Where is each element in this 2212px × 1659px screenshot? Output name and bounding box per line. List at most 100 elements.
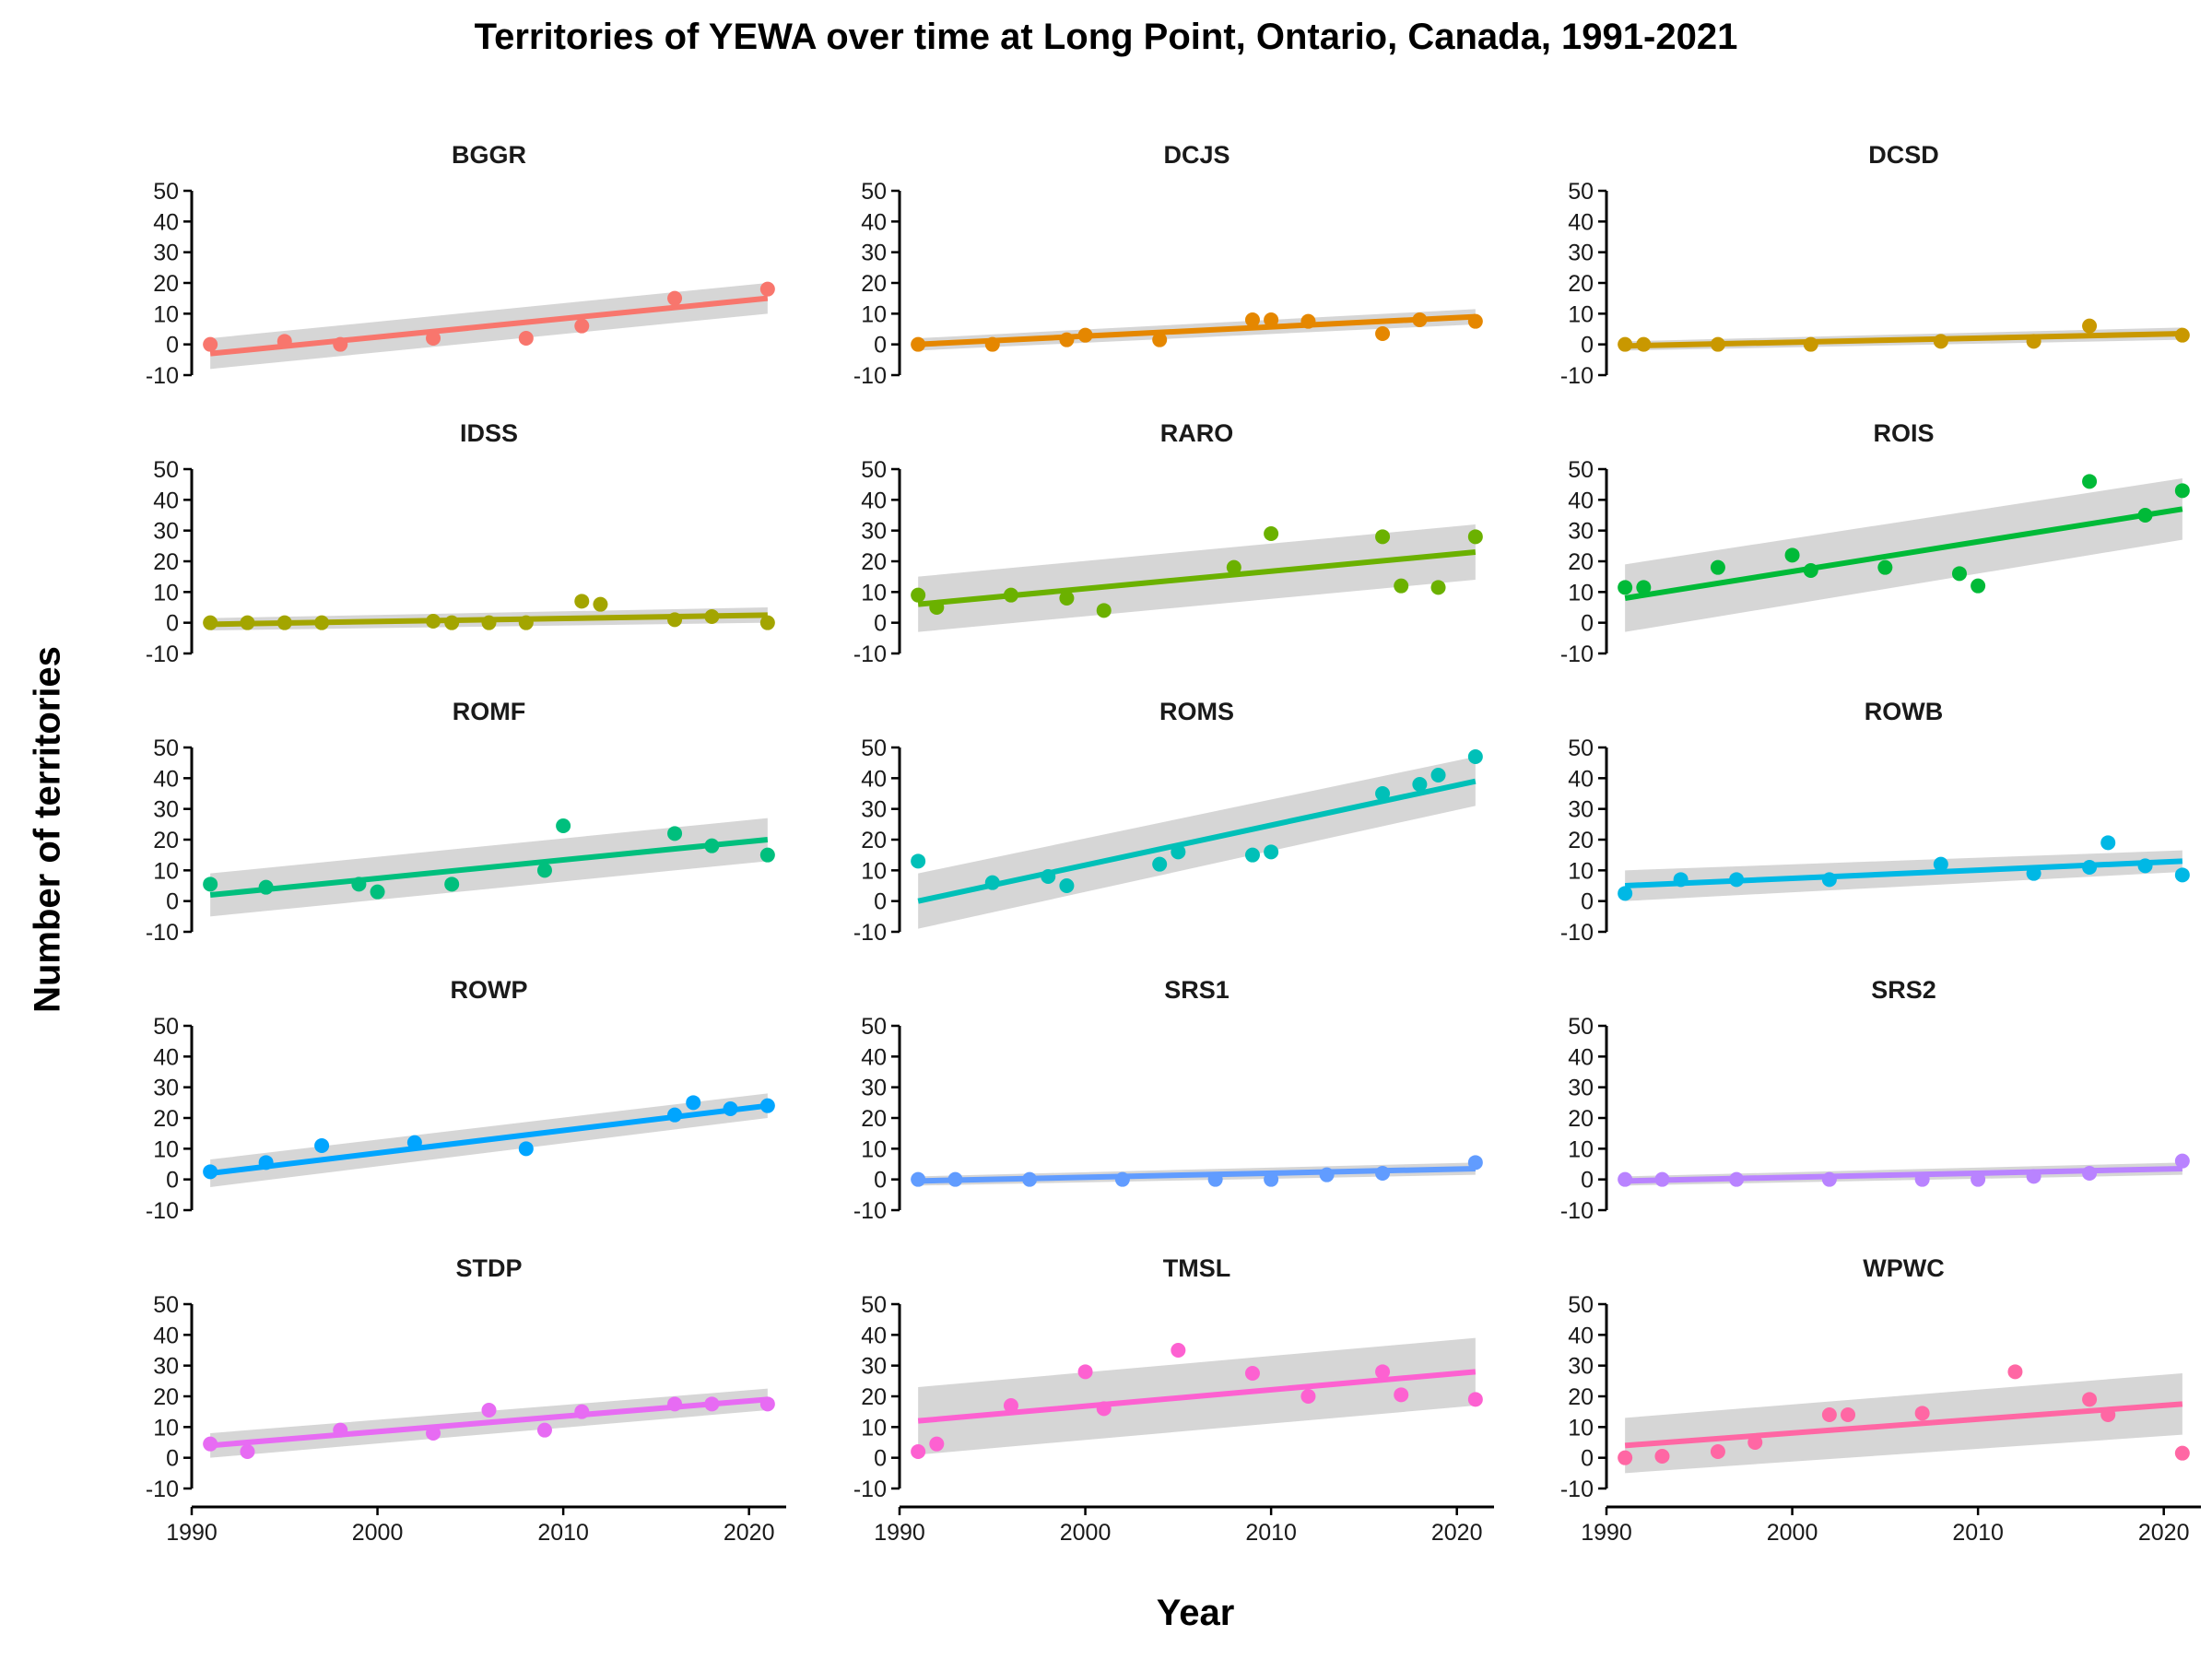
data-point-rowb xyxy=(1933,856,1948,872)
x-tick-label: 1990 xyxy=(1581,1520,1632,1546)
data-point-srs2 xyxy=(1618,1171,1633,1187)
data-point-stdp xyxy=(759,1396,775,1412)
y-tick-label: 0 xyxy=(166,1446,179,1472)
y-tick-label: 10 xyxy=(861,580,887,606)
data-point-srs1 xyxy=(947,1171,963,1187)
y-tick-label: 20 xyxy=(1568,271,1594,297)
x-tick-label: 2000 xyxy=(1060,1520,1112,1546)
y-tick-label: 50 xyxy=(153,735,179,761)
facet-title-idss: IDSS xyxy=(460,419,518,447)
trend-line-wpwc xyxy=(1624,1401,2183,1449)
y-tick-label: 50 xyxy=(1568,1292,1594,1318)
y-tick-label: 10 xyxy=(153,858,179,884)
y-tick-label: 40 xyxy=(1568,1323,1594,1348)
y-tick-label: 40 xyxy=(861,488,887,513)
facet-idss: IDSS -10 0 10 20 30 40 50 xyxy=(146,419,775,667)
data-point-idss xyxy=(276,615,292,630)
y-tick-label: 30 xyxy=(1568,519,1594,545)
data-point-wpwc xyxy=(1710,1444,1725,1459)
y-tick-label: 20 xyxy=(861,549,887,575)
facet-title-srs2: SRS2 xyxy=(1871,976,1936,1004)
x-tick-label: 2010 xyxy=(1245,1520,1297,1546)
facet-rowp: ROWP -10 0 10 20 30 40 50 xyxy=(146,976,775,1224)
data-point-stdp xyxy=(536,1422,552,1438)
data-point-roms xyxy=(1059,878,1075,893)
data-point-srs2 xyxy=(1729,1171,1745,1187)
y-tick-label: 20 xyxy=(153,271,179,297)
data-point-stdp xyxy=(481,1403,497,1418)
y-tick-label: 0 xyxy=(1581,889,1594,915)
data-point-idss xyxy=(593,596,608,612)
data-point-tmsl xyxy=(1394,1387,1409,1403)
y-tick-label: 40 xyxy=(1568,766,1594,792)
data-point-idss xyxy=(240,615,255,630)
data-point-rowp xyxy=(686,1095,701,1111)
y-tick-label: -10 xyxy=(853,1198,887,1224)
y-tick-label: 10 xyxy=(1568,858,1594,884)
facet-raro: RARO -10 0 10 20 30 40 50 xyxy=(853,419,1483,667)
data-point-raro xyxy=(1226,559,1241,575)
y-tick-label: 0 xyxy=(1581,611,1594,637)
data-point-romf xyxy=(351,877,367,892)
data-point-roms xyxy=(984,875,1000,890)
data-point-srs2 xyxy=(1654,1171,1670,1187)
y-tick-label: 30 xyxy=(153,1354,179,1380)
data-point-tmsl xyxy=(929,1436,945,1452)
y-tick-label: -10 xyxy=(146,641,179,667)
data-point-idss xyxy=(314,615,330,630)
data-point-rowb xyxy=(2137,858,2153,874)
data-point-raro xyxy=(1375,529,1391,545)
y-tick-label: 40 xyxy=(1568,1044,1594,1070)
x-tick-label: 2020 xyxy=(724,1520,775,1546)
data-point-bggr xyxy=(333,336,348,352)
data-point-idss xyxy=(426,614,441,629)
data-point-bggr xyxy=(759,281,775,297)
x-tick-label: 2010 xyxy=(537,1520,589,1546)
y-tick-label: 10 xyxy=(1568,580,1594,606)
y-tick-label: 40 xyxy=(861,1323,887,1348)
y-tick-label: 10 xyxy=(153,301,179,327)
facet-title-raro: RARO xyxy=(1160,419,1234,447)
data-point-idss xyxy=(759,615,775,630)
data-point-tmsl xyxy=(1244,1366,1260,1381)
data-point-wpwc xyxy=(1914,1406,1930,1421)
data-point-bggr xyxy=(203,336,218,352)
y-tick-label: 50 xyxy=(1568,1014,1594,1040)
data-point-dcjs xyxy=(1059,332,1075,347)
data-point-rowb xyxy=(2082,860,2098,875)
y-tick-label: -10 xyxy=(853,363,887,389)
y-tick-label: 40 xyxy=(153,209,179,235)
y-tick-label: -10 xyxy=(146,1198,179,1224)
facet-title-romf: ROMF xyxy=(453,698,525,725)
y-tick-label: -10 xyxy=(1560,920,1594,946)
data-point-dcsd xyxy=(1803,336,1818,352)
data-point-dcjs xyxy=(1264,312,1279,327)
data-point-raro xyxy=(1059,591,1075,606)
data-point-stdp xyxy=(240,1444,255,1459)
data-point-romf xyxy=(444,877,460,892)
data-point-roms xyxy=(1375,786,1391,801)
y-tick-label: 40 xyxy=(153,488,179,513)
data-point-roms xyxy=(1171,844,1186,860)
data-point-tmsl xyxy=(1375,1364,1391,1380)
chart-title: Territories of YEWA over time at Long Po… xyxy=(474,17,1738,57)
data-point-tmsl xyxy=(911,1444,926,1459)
data-point-rowp xyxy=(258,1155,274,1171)
data-point-raro xyxy=(1394,578,1409,594)
y-tick-label: 40 xyxy=(153,1044,179,1070)
facet-srs1: SRS1 -10 0 10 20 30 40 50 xyxy=(853,976,1483,1224)
data-point-srs2 xyxy=(2026,1169,2041,1184)
x-tick-label: 2010 xyxy=(1952,1520,2004,1546)
y-tick-label: 20 xyxy=(1568,1384,1594,1410)
data-point-tmsl xyxy=(1171,1343,1186,1358)
facet-wpwc: WPWC -10 0 10 20 30 40 50 1990 2000 2010 2020 xyxy=(1560,1254,2201,1546)
x-tick-label: 2000 xyxy=(352,1520,404,1546)
y-tick-label: 50 xyxy=(1568,457,1594,483)
facet-srs2: SRS2 -10 0 10 20 30 40 50 xyxy=(1560,976,2190,1224)
y-tick-label: 50 xyxy=(153,179,179,205)
data-point-romf xyxy=(759,847,775,863)
data-point-dcsd xyxy=(1618,336,1633,352)
y-tick-label: 30 xyxy=(861,1354,887,1380)
data-point-wpwc xyxy=(1747,1435,1763,1450)
data-point-tmsl xyxy=(1003,1398,1018,1413)
